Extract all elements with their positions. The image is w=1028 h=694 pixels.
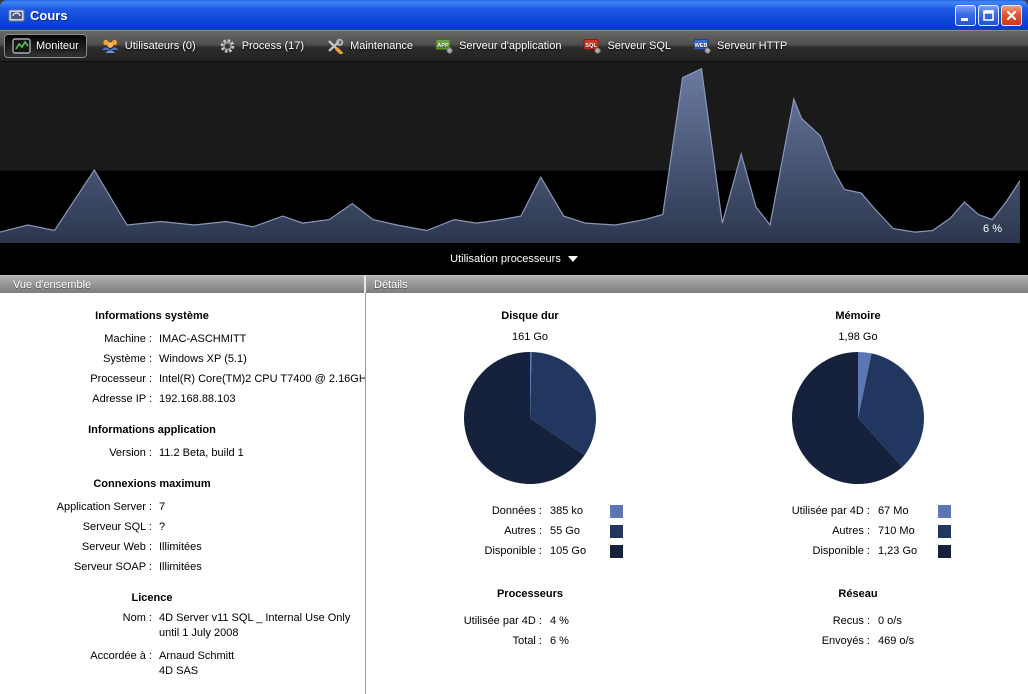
info-row-adresse-ip: Adresse IP : 192.168.88.103 (92, 393, 236, 405)
toolbar-label: Utilisateurs (0) (124, 40, 196, 52)
memory-legend-autres: Autres : 710 Mo (694, 521, 1022, 541)
cpu-area-chart (0, 67, 1020, 243)
cpu-row-total: Total : 6 % (512, 635, 569, 647)
info-row-application-server: Application Server : 7 (56, 501, 166, 513)
svg-text:WEB: WEB (695, 43, 708, 49)
legend-swatch (610, 524, 623, 538)
web-server-icon: WEB (693, 39, 711, 54)
cpu-current-value: 6 % (983, 223, 1002, 235)
legend-swatch (938, 504, 951, 518)
graph-selector-dropdown[interactable]: Utilisation processeurs (0, 243, 1028, 275)
info-row-licence-nom: Nom : 4D Server v11 SQL _ Internal Use O… (122, 612, 351, 639)
legend-swatch (610, 504, 623, 518)
monitor-chart-icon (12, 38, 31, 54)
minimize-button[interactable] (955, 4, 976, 26)
disk-legend-autres: Autres : 55 Go (366, 521, 694, 541)
tools-icon (328, 38, 344, 54)
section-title-connexions-maximum: Connexions maximum (93, 478, 211, 490)
toolbar-button-serveur-application[interactable]: APP Serveur d'application (427, 34, 569, 58)
info-row-serveur-soap: Serveur SOAP : Illimitées (73, 561, 202, 573)
overview-panel: Informations système Machine : IMAC-ASCH… (0, 293, 366, 694)
toolbar-button-process[interactable]: Process (17) (210, 34, 312, 58)
memory-legend-disponible: Disponible : 1,23 Go (694, 541, 1022, 561)
app-server-icon: APP (435, 39, 453, 54)
info-row-systeme: Système : Windows XP (5.1) (103, 353, 247, 365)
minimize-icon (961, 17, 968, 21)
processors-title: Processeurs (496, 588, 564, 600)
disk-legend-donnees: Données : 385 ko (366, 501, 694, 521)
section-title-licence: Licence (131, 592, 173, 604)
disk-total: 161 Go (511, 331, 549, 343)
toolbar-label: Serveur d'application (459, 40, 562, 52)
info-row-serveur-web: Serveur Web : Illimitées (81, 541, 202, 553)
memory-title: Mémoire (835, 310, 881, 322)
toolbar-button-maintenance[interactable]: Maintenance (318, 34, 421, 58)
memory-total: 1,98 Go (838, 331, 878, 343)
disk-title: Disque dur (501, 310, 559, 322)
toolbar-label: Process (17) (241, 40, 305, 52)
toolbar-button-serveur-sql[interactable]: SQL Serveur SQL (575, 34, 679, 58)
gear-icon (220, 39, 235, 53)
info-row-serveur-sql: Serveur SQL : ? (82, 521, 166, 533)
toolbar-button-utilisateurs[interactable]: Utilisateurs (0) (93, 34, 204, 58)
info-row-version: Version : 11.2 Beta, build 1 (109, 447, 244, 459)
details-panel-header: Détails (366, 275, 1028, 293)
network-title: Réseau (838, 588, 878, 600)
cpu-row-4d: Utilisée par 4D : 4 % (463, 615, 569, 627)
toolbar-label: Serveur HTTP (717, 40, 788, 52)
graph-selector-label: Utilisation processeurs (450, 253, 561, 265)
toolbar-label: Serveur SQL (607, 40, 672, 52)
details-panel: Disque dur 161 Go Données : 385 ko Autre… (366, 293, 1028, 694)
close-button[interactable] (1001, 4, 1022, 26)
network-row-envoyes: Envoyés : 469 o/s (821, 635, 915, 647)
chevron-down-icon (567, 256, 578, 262)
toolbar-button-moniteur[interactable]: Moniteur (4, 34, 87, 58)
legend-swatch (938, 524, 951, 538)
panel-headers: Vue d'ensemble Détails (0, 275, 1028, 293)
info-row-processeur: Processeur : Intel(R) Core(TM)2 CPU T740… (90, 373, 365, 385)
memory-legend-4d: Utilisée par 4D : 67 Mo (694, 501, 1022, 521)
section-title-informations-systeme: Informations système (95, 310, 209, 322)
legend-swatch (610, 544, 623, 558)
disk-column: Disque dur 161 Go Données : 385 ko Autre… (366, 295, 694, 694)
cpu-usage-graph: 6 % (0, 62, 1028, 243)
memory-column: Mémoire 1,98 Go Utilisée par 4D : 67 Mo … (694, 295, 1022, 694)
content-area: Informations système Machine : IMAC-ASCH… (0, 293, 1028, 694)
toolbar-label: Moniteur (36, 40, 79, 52)
network-row-recus: Recus : 0 o/s (832, 615, 902, 627)
disk-legend-disponible: Disponible : 105 Go (366, 541, 694, 561)
svg-text:APP: APP (437, 43, 449, 49)
sql-server-icon: SQL (583, 39, 602, 54)
memory-pie-chart (791, 352, 925, 484)
overview-panel-header: Vue d'ensemble (0, 275, 366, 293)
maximize-button[interactable] (978, 4, 999, 26)
disk-pie-chart (464, 352, 597, 484)
info-row-machine: Machine : IMAC-ASCHMITT (104, 333, 247, 345)
toolbar: Moniteur Utilisateurs (0) Process (17) (0, 30, 1028, 62)
section-title-informations-application: Informations application (88, 424, 216, 436)
toolbar-button-serveur-http[interactable]: WEB Serveur HTTP (685, 34, 795, 58)
svg-text:SQL: SQL (586, 43, 598, 49)
close-icon (1006, 10, 1017, 20)
info-row-licence-accordee: Accordée à : Arnaud Schmitt 4D SAS (90, 650, 235, 677)
window-title: Cours (30, 7, 68, 23)
users-icon (101, 39, 119, 53)
legend-swatch (938, 544, 951, 558)
title-bar: Cours (0, 0, 1028, 30)
toolbar-label: Maintenance (350, 40, 414, 52)
app-icon (8, 9, 25, 22)
maximize-icon (983, 9, 994, 21)
